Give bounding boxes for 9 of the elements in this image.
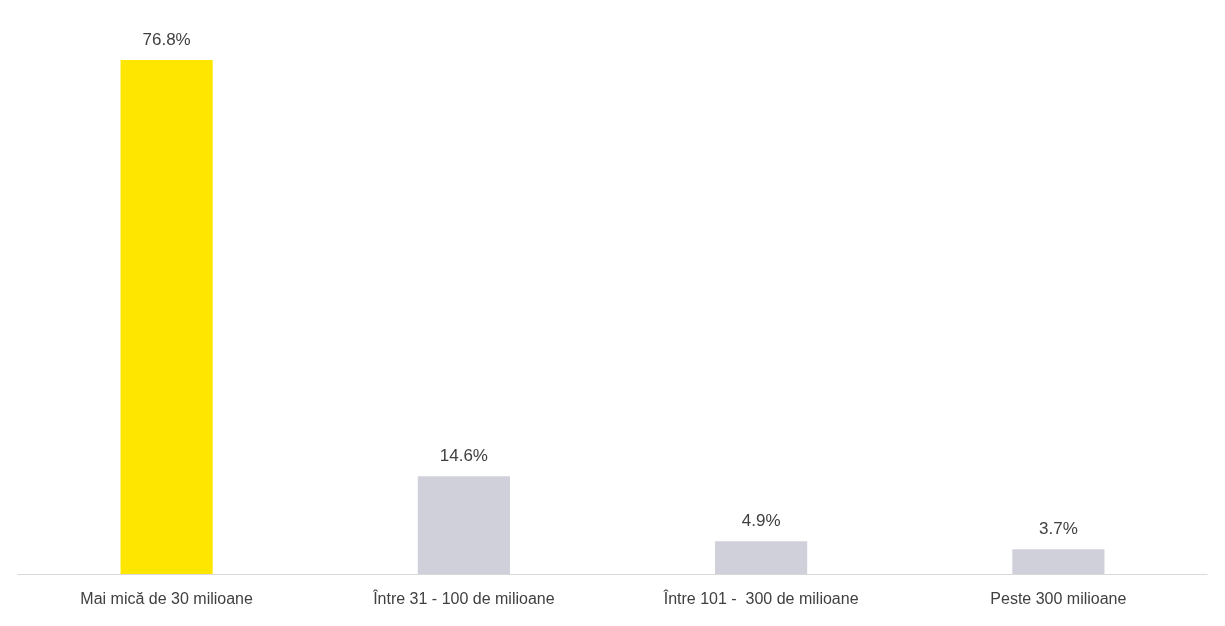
- x-tick-label: Mai mică de 30 milioane: [80, 589, 253, 607]
- data-label: 3.7%: [1039, 519, 1078, 539]
- data-label: 4.9%: [741, 511, 781, 531]
- x-tick-label: Între 31 - 100 de milioane: [372, 588, 555, 607]
- data-label: 76.8%: [142, 30, 191, 49]
- data-label: 14.6%: [439, 446, 488, 466]
- x-tick-label: Între 101 - 300 de milioane: [662, 588, 859, 607]
- bar: [120, 60, 213, 574]
- x-tick-label: Peste 300 milioane: [990, 589, 1127, 607]
